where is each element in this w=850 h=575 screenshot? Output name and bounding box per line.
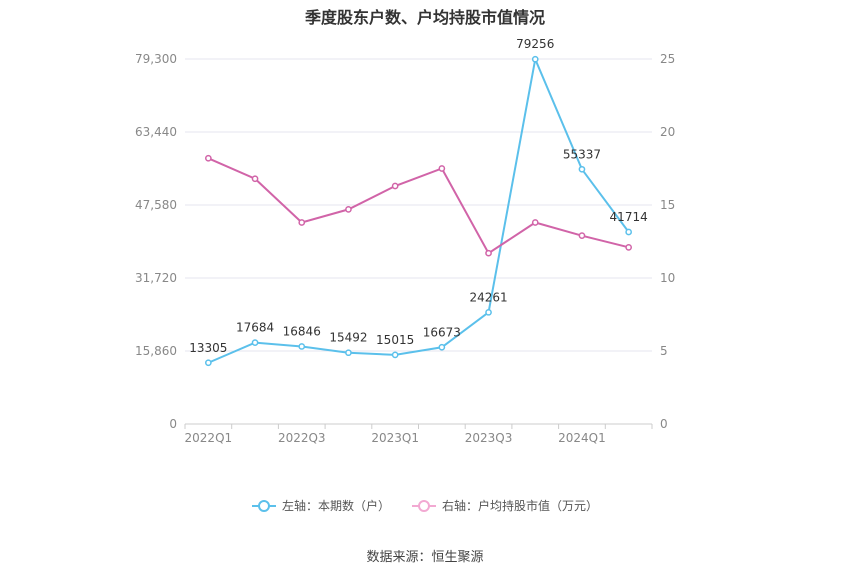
left-axis-tick-label: 15,860 xyxy=(135,344,177,358)
series-line-left xyxy=(207,55,630,364)
left-axis-tick-label: 47,580 xyxy=(135,198,177,212)
right-axis-tick-label: 20 xyxy=(660,125,675,139)
data-label: 16846 xyxy=(283,324,321,338)
data-point-left xyxy=(531,55,539,63)
data-point-right xyxy=(438,165,446,172)
right-axis-tick-label: 0 xyxy=(660,417,668,431)
data-label: 13305 xyxy=(189,341,227,355)
data-point-left xyxy=(578,165,586,173)
data-point-right xyxy=(298,219,306,226)
x-axis-tick-label: 2023Q1 xyxy=(371,431,419,445)
right-axis-tick-label: 25 xyxy=(660,52,675,66)
data-point-left xyxy=(345,349,352,357)
right-axis-tick-label: 10 xyxy=(660,271,675,285)
x-axis-tick-label: 2022Q3 xyxy=(278,431,326,445)
source-note: 数据来源：恒生聚源 xyxy=(366,550,484,565)
data-point-right xyxy=(205,154,212,162)
data-point-right xyxy=(625,243,633,251)
legend-swatch-right-icon xyxy=(412,499,436,513)
data-point-right xyxy=(345,206,352,213)
data-point-right xyxy=(578,232,586,240)
data-point-right xyxy=(531,219,539,226)
right-axis-tick-label: 15 xyxy=(660,198,675,212)
x-axis-tick-label: 2024Q1 xyxy=(558,431,606,445)
legend-item-left-series[interactable]: 左轴：本期数（户） xyxy=(251,497,390,514)
left-axis-tick-label: 31,720 xyxy=(135,271,177,285)
x-axis-tick-label: 2023Q3 xyxy=(465,431,513,445)
x-axis-tick-label: 2022Q1 xyxy=(185,431,233,445)
legend-swatch-left-icon xyxy=(251,499,276,513)
data-label: 55337 xyxy=(563,147,601,161)
data-point-right xyxy=(485,249,492,257)
left-axis-tick-label: 79,300 xyxy=(135,52,177,66)
left-axis-tick-label: 63,440 xyxy=(135,125,177,139)
data-label: 17684 xyxy=(236,321,274,335)
data-label: 41714 xyxy=(610,210,648,224)
data-label: 15492 xyxy=(329,331,367,345)
data-point-left xyxy=(485,308,492,316)
data-label: 16673 xyxy=(423,325,461,339)
data-label: 24261 xyxy=(469,290,507,304)
data-point-left xyxy=(438,343,446,351)
left-axis-tick-label: 0 xyxy=(169,417,177,431)
data-point-right xyxy=(251,175,259,183)
data-label: 15015 xyxy=(376,333,414,347)
data-point-left xyxy=(298,343,306,350)
series-line-right xyxy=(207,157,629,255)
data-point-left xyxy=(251,339,259,346)
data-point-right xyxy=(391,182,399,190)
data-point-left xyxy=(625,228,633,236)
chart-title: 季度股东户数、户均持股市值情况 xyxy=(304,8,545,27)
legend-label-left-series: 左轴：本期数（户） xyxy=(281,499,390,513)
chart-legend: 左轴：本期数（户） 右轴：户均持股市值（万元） xyxy=(0,497,850,514)
right-axis-tick-label: 5 xyxy=(660,344,668,358)
legend-label-right-series: 右轴：户均持股市值（万元） xyxy=(442,499,599,513)
data-point-left xyxy=(205,359,212,367)
data-label: 79256 xyxy=(516,37,554,51)
legend-item-right-series[interactable]: 右轴：户均持股市值（万元） xyxy=(412,497,598,514)
data-point-left xyxy=(391,351,399,359)
